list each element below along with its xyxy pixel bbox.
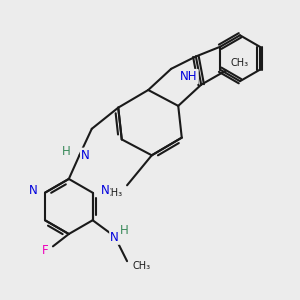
- Text: NH: NH: [180, 70, 197, 83]
- Text: H: H: [62, 145, 70, 158]
- Text: CH₃: CH₃: [132, 262, 151, 272]
- Text: N: N: [81, 149, 90, 162]
- Text: N: N: [28, 184, 37, 197]
- Text: N: N: [100, 184, 109, 197]
- Text: F: F: [42, 244, 49, 257]
- Text: CH₃: CH₃: [105, 188, 123, 198]
- Text: CH₃: CH₃: [230, 58, 248, 68]
- Text: H: H: [120, 224, 129, 237]
- Text: N: N: [110, 231, 119, 244]
